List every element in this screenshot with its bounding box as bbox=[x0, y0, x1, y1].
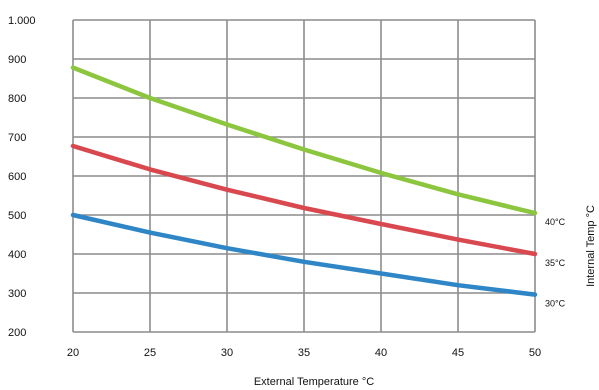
series-line-1 bbox=[70, 65, 538, 216]
y-tick-label: 400 bbox=[8, 249, 26, 261]
y-tick-label: 500 bbox=[8, 210, 26, 222]
x-tick-label: 45 bbox=[452, 347, 464, 359]
series-line-3 bbox=[70, 212, 538, 297]
y-tick-label: 200 bbox=[8, 327, 26, 339]
x-tick-label: 40 bbox=[375, 347, 387, 359]
y-tick-label: 900 bbox=[8, 54, 26, 66]
y-tick-labels: 200 300 400 500 600 700 800 900 1.000 bbox=[8, 15, 36, 339]
x-tick-label: 25 bbox=[144, 347, 156, 359]
x-tick-label: 35 bbox=[298, 347, 310, 359]
y-tick-label: 700 bbox=[8, 132, 26, 144]
y-axis-label: Internal Temp °C bbox=[585, 205, 597, 287]
series-labels: 40°C 35°C 30°C bbox=[545, 217, 566, 309]
x-tick-label: 50 bbox=[529, 347, 541, 359]
y-tick-label: 1.000 bbox=[8, 15, 36, 27]
series-label: 30°C bbox=[545, 299, 566, 309]
x-axis-label: External Temperature °C bbox=[254, 376, 374, 388]
grid bbox=[72, 19, 536, 333]
series-label: 35°C bbox=[545, 258, 566, 268]
series-label: 40°C bbox=[545, 217, 566, 227]
y-tick-label: 300 bbox=[8, 288, 26, 300]
x-tick-label: 30 bbox=[221, 347, 233, 359]
series-line-2 bbox=[70, 143, 538, 257]
y-tick-label: 800 bbox=[8, 93, 26, 105]
series-lines bbox=[70, 65, 538, 297]
x-tick-labels: 20 25 30 35 40 45 50 bbox=[67, 347, 541, 359]
x-tick-label: 20 bbox=[67, 347, 79, 359]
y-tick-label: 600 bbox=[8, 171, 26, 183]
